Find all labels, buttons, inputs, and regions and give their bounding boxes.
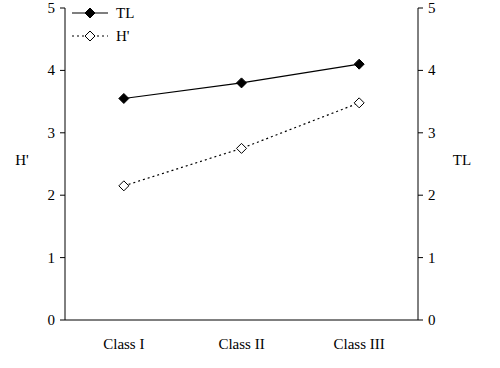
y2-tick-label: 5 (428, 0, 436, 16)
y-tick (60, 320, 65, 321)
series-line (124, 103, 359, 186)
series-line (124, 64, 359, 98)
plot-area (119, 59, 364, 191)
y2-tick-label: 0 (428, 312, 436, 328)
y-tick-label: 0 (48, 312, 56, 328)
y2-tick (418, 195, 423, 196)
y-tick-label: 5 (48, 0, 56, 16)
y2-tick (418, 70, 423, 71)
x-tick-label: Class II (218, 336, 264, 352)
y-tick (60, 257, 65, 258)
y2-tick-label: 1 (428, 250, 436, 266)
y2-tick (418, 132, 423, 133)
y-axis-label: H' (15, 152, 29, 168)
y2-tick-label: 4 (428, 62, 436, 78)
series-marker (237, 78, 247, 88)
series-marker (119, 181, 129, 191)
y2-tick (418, 257, 423, 258)
legend-marker (85, 31, 95, 41)
legend-label: TL (116, 5, 134, 21)
series-marker (119, 93, 129, 103)
x-axis-line (65, 320, 418, 321)
y-tick (60, 132, 65, 133)
y-tick (60, 70, 65, 71)
y-tick-label: 1 (48, 250, 56, 266)
y-axis-line (65, 8, 66, 320)
series-marker (237, 143, 247, 153)
y2-axis-line (418, 8, 419, 320)
y2-tick (418, 8, 423, 9)
y-tick (60, 8, 65, 9)
y2-tick (418, 320, 423, 321)
legend-label: H' (116, 28, 130, 44)
y2-tick-label: 2 (428, 187, 436, 203)
y-tick-label: 4 (48, 62, 56, 78)
y-tick (60, 195, 65, 196)
legend-marker (85, 8, 95, 18)
series-marker (354, 98, 364, 108)
y2-tick-label: 3 (428, 125, 436, 141)
y-tick-label: 3 (48, 125, 56, 141)
series-marker (354, 59, 364, 69)
y-tick-label: 2 (48, 187, 56, 203)
chart: 012345012345Class IClass IIClass IIIH'TL… (0, 0, 500, 368)
x-tick-label: Class III (334, 336, 385, 352)
legend: TL H' (72, 5, 134, 44)
y2-axis-label: TL (453, 152, 471, 168)
x-tick-label: Class I (103, 336, 144, 352)
